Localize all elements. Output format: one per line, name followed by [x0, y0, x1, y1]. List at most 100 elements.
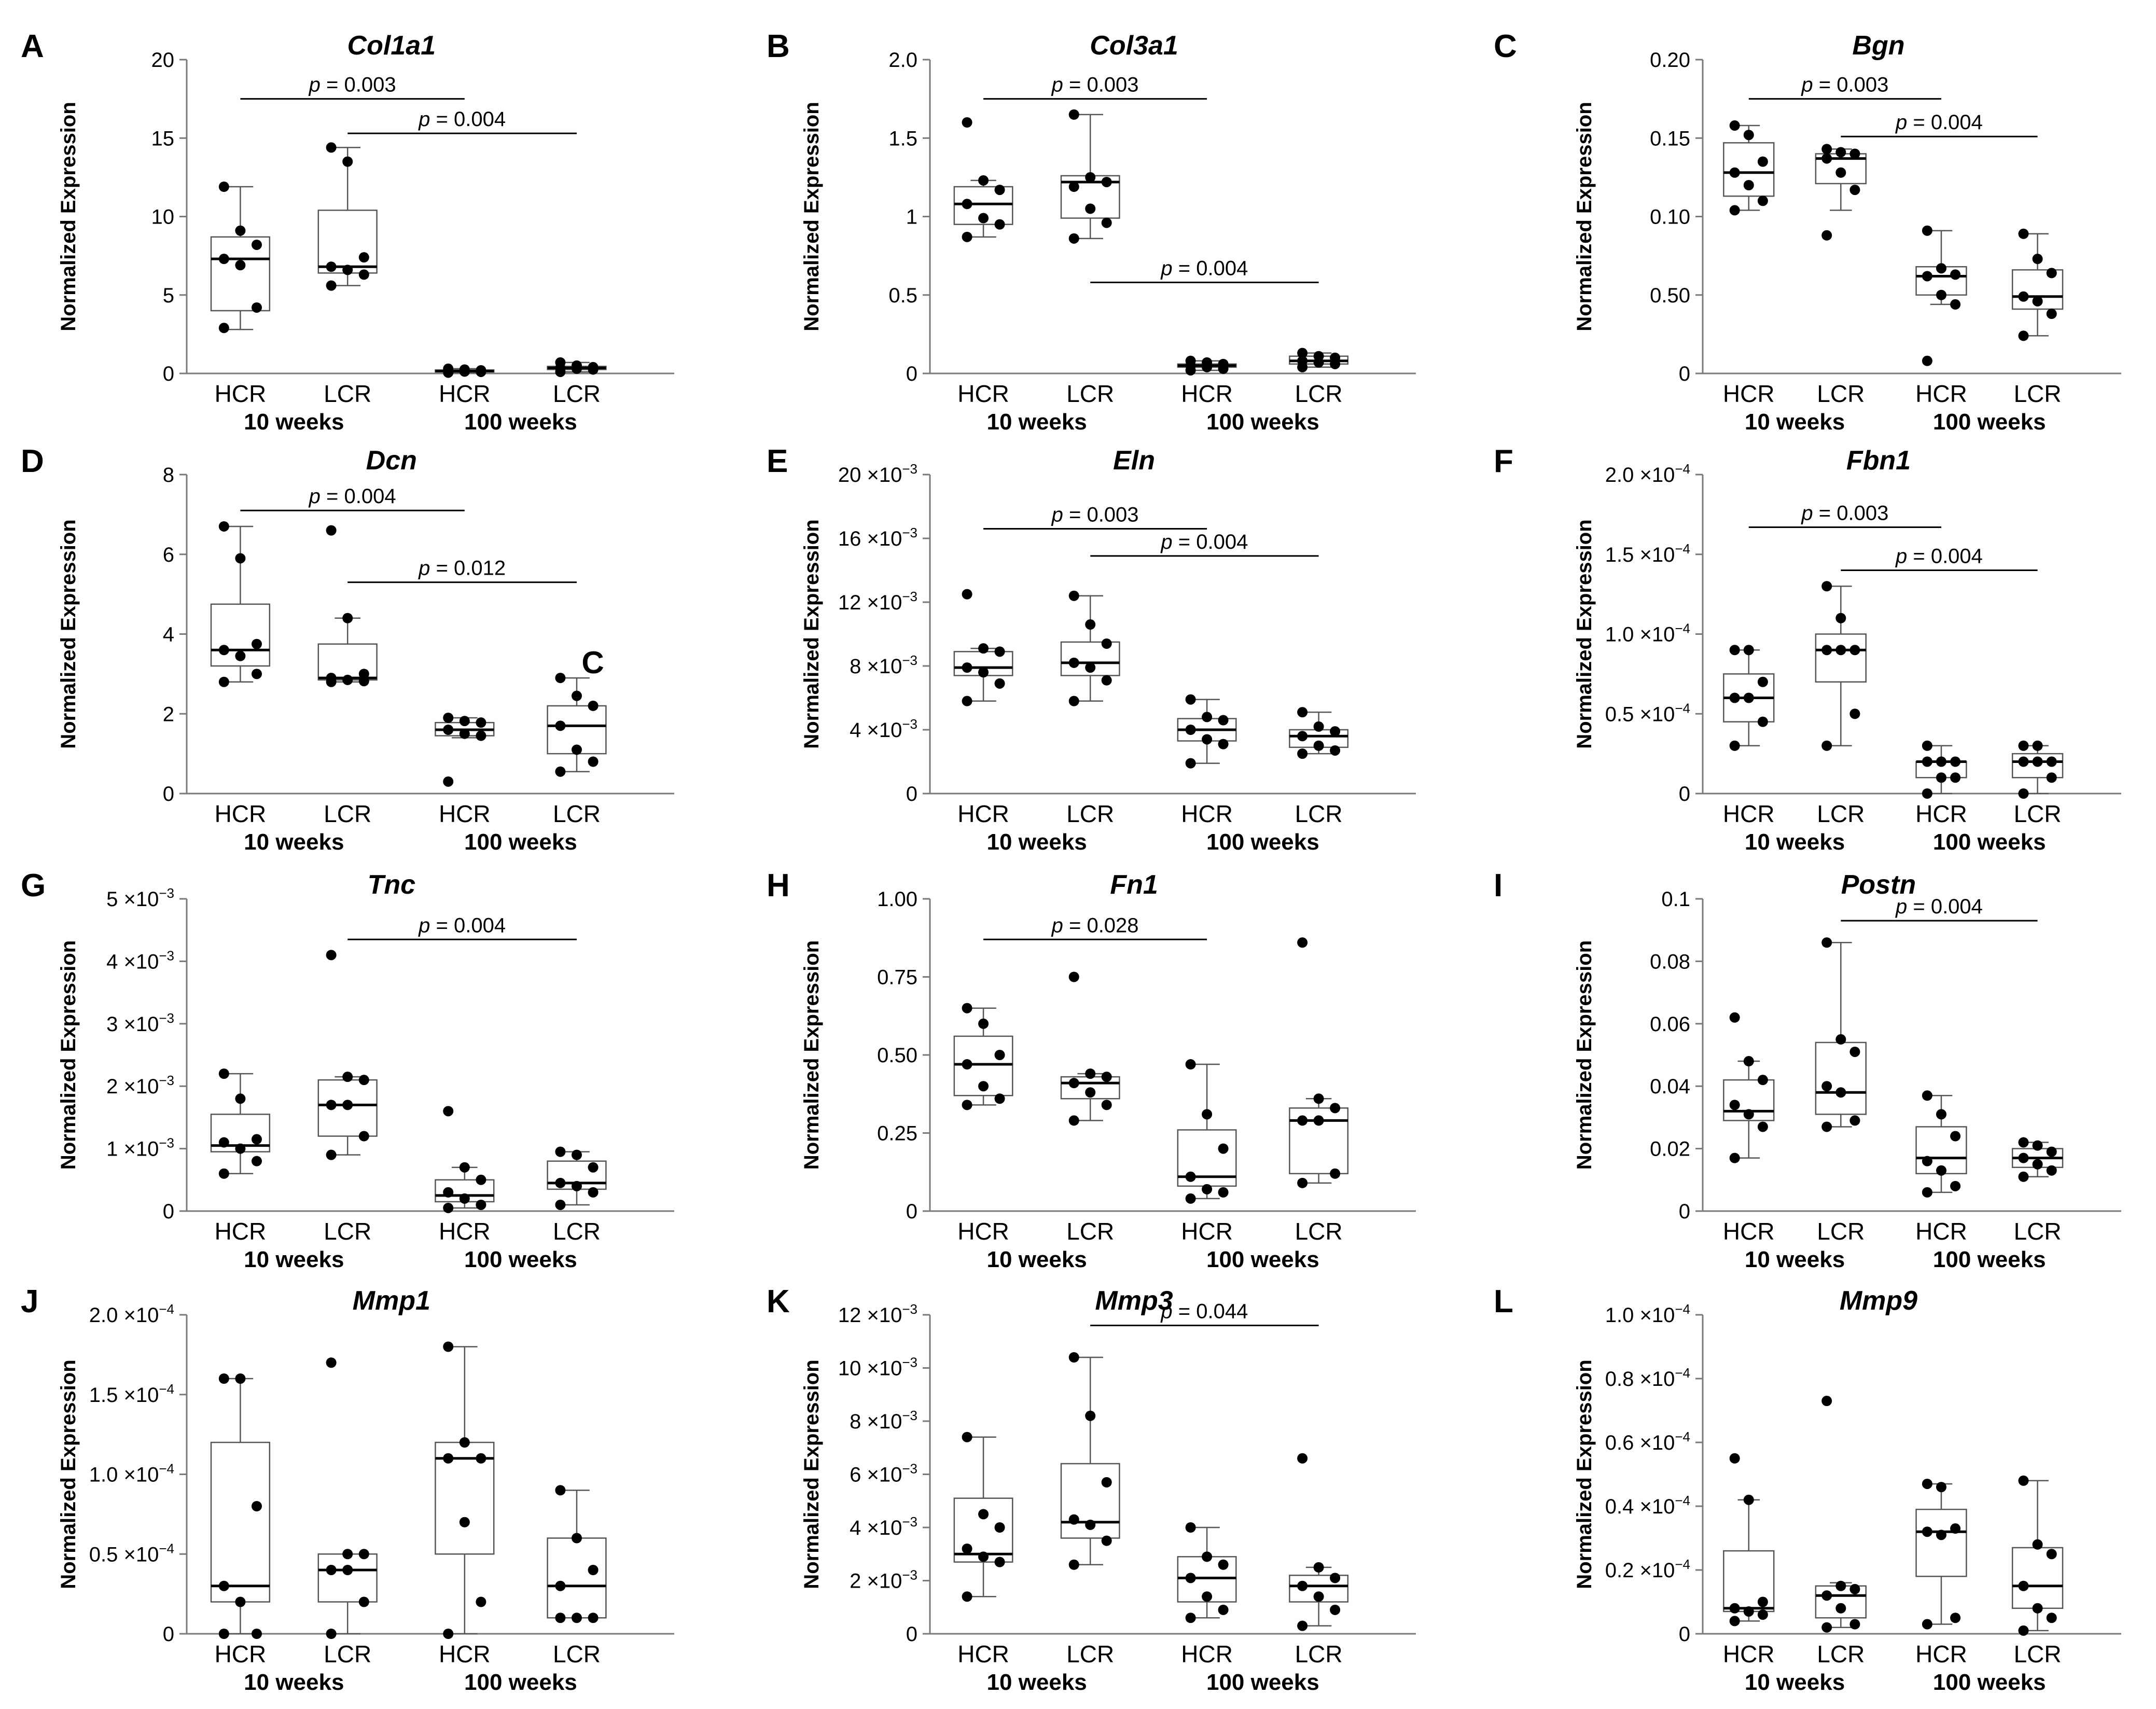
- y-tick-mantissa: 1.0 ×10: [89, 1464, 159, 1486]
- y-tick-label: 2: [163, 703, 174, 726]
- data-point: [2032, 756, 2043, 767]
- group-label: HCR: [215, 800, 267, 827]
- group-label: LCR: [1295, 800, 1343, 827]
- timepoint-label: 10 weeks: [1745, 1247, 1845, 1272]
- p-symbol: p: [418, 914, 430, 937]
- data-point: [2018, 291, 2029, 302]
- data-point: [251, 1501, 262, 1511]
- data-point: [1849, 1583, 1860, 1594]
- p-symbol: p: [1895, 111, 1907, 134]
- data-point: [2018, 1580, 2029, 1591]
- group-label: HCR: [957, 1641, 1009, 1668]
- data-point: [1330, 1604, 1341, 1615]
- group-label: LCR: [1295, 380, 1343, 407]
- data-point: [994, 185, 1005, 196]
- y-tick-exponent: −3: [902, 1567, 917, 1583]
- group-label: HCR: [439, 1218, 491, 1245]
- data-point: [1922, 1156, 1932, 1166]
- p-symbol: p: [418, 557, 430, 580]
- data-point: [1757, 676, 1768, 687]
- p-value-label: p = 0.004: [309, 485, 396, 508]
- y-tick-label: 8 ×10−3: [850, 652, 917, 678]
- group-label: LCR: [2014, 380, 2062, 407]
- data-point: [443, 776, 454, 787]
- data-point: [218, 254, 229, 265]
- y-tick-exponent: −3: [902, 716, 917, 732]
- data-point: [1849, 1115, 1860, 1126]
- data-point: [443, 367, 454, 378]
- data-point: [1218, 363, 1229, 374]
- data-point: [994, 1050, 1005, 1060]
- y-tick-label: 0.1: [1661, 888, 1690, 911]
- data-point: [1297, 348, 1308, 358]
- data-point: [443, 1106, 454, 1117]
- data-point: [235, 1093, 246, 1104]
- data-point: [572, 1533, 582, 1544]
- data-point: [1757, 1121, 1768, 1132]
- p-symbol: p: [1051, 74, 1063, 96]
- data-point: [1202, 734, 1213, 745]
- p-value-label: p = 0.044: [1160, 1300, 1248, 1323]
- data-point: [326, 1357, 337, 1368]
- data-point: [555, 1580, 566, 1591]
- data-point: [218, 676, 229, 687]
- y-tick-exponent: −3: [902, 1408, 917, 1423]
- y-tick-exponent: −4: [159, 1381, 174, 1397]
- data-point: [1849, 185, 1860, 196]
- y-tick-mantissa: 1.0 ×10: [1605, 623, 1675, 646]
- data-point: [588, 364, 599, 375]
- data-point: [555, 673, 566, 684]
- timepoint-label: 10 weeks: [986, 1670, 1087, 1695]
- data-point: [326, 142, 337, 153]
- data-point: [326, 525, 337, 536]
- y-axis-label: Normalized Expression: [1573, 519, 1596, 748]
- data-point: [1729, 1100, 1740, 1110]
- group-label: HCR: [1723, 1641, 1775, 1668]
- group-label: HCR: [1915, 1218, 1967, 1245]
- y-tick-label: 0.5 ×10−4: [89, 1540, 174, 1566]
- data-point: [342, 674, 353, 685]
- p-value: = 0.004: [1907, 895, 1983, 918]
- data-point: [1068, 1352, 1079, 1363]
- data-point: [962, 1003, 972, 1013]
- data-point: [1936, 1109, 1946, 1120]
- data-point: [1729, 167, 1740, 178]
- timepoint-label: 100 weeks: [464, 829, 577, 855]
- timepoint-label: 100 weeks: [1933, 829, 2046, 855]
- data-point: [1729, 645, 1740, 656]
- y-tick-mantissa: 3 ×10: [106, 1013, 159, 1036]
- data-point: [1835, 645, 1846, 656]
- group-label: HCR: [215, 1218, 267, 1245]
- panel-c: C Bgn Normalized Expression 0 0.50 0.10 0.15 0.…: [1494, 29, 2121, 435]
- data-point: [1101, 1535, 1112, 1546]
- data-point: [1185, 694, 1196, 705]
- data-point: [1936, 1482, 1946, 1493]
- y-tick-exponent: −4: [1675, 1365, 1690, 1381]
- p-symbol: p: [1895, 895, 1907, 918]
- data-point: [1101, 675, 1112, 686]
- timepoint-label: 100 weeks: [464, 1247, 577, 1272]
- data-point: [1313, 1562, 1324, 1573]
- data-point: [1185, 1613, 1196, 1623]
- y-tick-label: 0.15: [1650, 127, 1690, 150]
- box-iqr: [210, 1441, 271, 1603]
- y-tick-exponent: −3: [159, 1073, 174, 1088]
- data-point: [1922, 1187, 1932, 1198]
- data-point: [994, 678, 1005, 689]
- y-tick-mantissa: 2.0 ×10: [89, 1304, 159, 1327]
- y-tick-label: 5 ×10−3: [106, 885, 174, 911]
- data-point: [235, 225, 246, 236]
- p-value-label: p = 0.004: [1160, 531, 1248, 553]
- y-tick-exponent: −3: [902, 525, 917, 540]
- p-symbol: p: [418, 108, 430, 131]
- data-point: [1835, 1034, 1846, 1045]
- data-point: [2046, 309, 2057, 319]
- data-point: [1068, 971, 1079, 982]
- data-point: [1835, 1087, 1846, 1098]
- y-tick-mantissa: 0.6 ×10: [1605, 1432, 1675, 1454]
- data-point: [443, 1453, 454, 1464]
- timepoint-label: 100 weeks: [464, 1670, 577, 1695]
- data-point: [1922, 225, 1932, 236]
- group-label: LCR: [2014, 800, 2062, 827]
